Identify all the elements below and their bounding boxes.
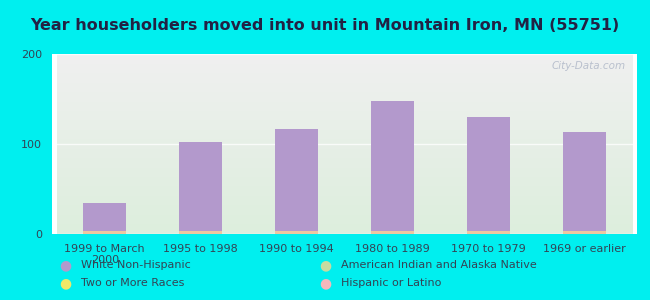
Bar [83, 231, 126, 234]
Bar [371, 231, 414, 234]
Bar [179, 231, 222, 234]
Text: White Non-Hispanic: White Non-Hispanic [81, 260, 191, 271]
Bar [467, 117, 510, 234]
Bar [275, 129, 318, 234]
Bar [467, 231, 510, 234]
Text: Year householders moved into unit in Mountain Iron, MN (55751): Year householders moved into unit in Mou… [31, 18, 619, 33]
Text: City-Data.com: City-Data.com [551, 61, 625, 71]
Text: ●: ● [59, 277, 71, 290]
Text: ●: ● [319, 259, 331, 272]
Bar [275, 231, 318, 234]
Bar [563, 231, 606, 234]
Bar [371, 231, 414, 234]
Text: Hispanic or Latino: Hispanic or Latino [341, 278, 441, 289]
Text: ●: ● [319, 277, 331, 290]
Text: American Indian and Alaska Native: American Indian and Alaska Native [341, 260, 537, 271]
Text: Two or More Races: Two or More Races [81, 278, 185, 289]
Bar [563, 132, 606, 234]
Bar [467, 231, 510, 234]
Bar [371, 231, 414, 234]
Bar [563, 231, 606, 234]
Bar [275, 231, 318, 234]
Bar [179, 231, 222, 234]
Bar [563, 231, 606, 234]
Bar [179, 142, 222, 234]
Bar [83, 231, 126, 234]
Bar [467, 231, 510, 234]
Bar [371, 101, 414, 234]
Bar [83, 231, 126, 234]
Bar [275, 231, 318, 234]
Bar [83, 202, 126, 234]
Bar [179, 231, 222, 234]
Text: ●: ● [59, 259, 71, 272]
